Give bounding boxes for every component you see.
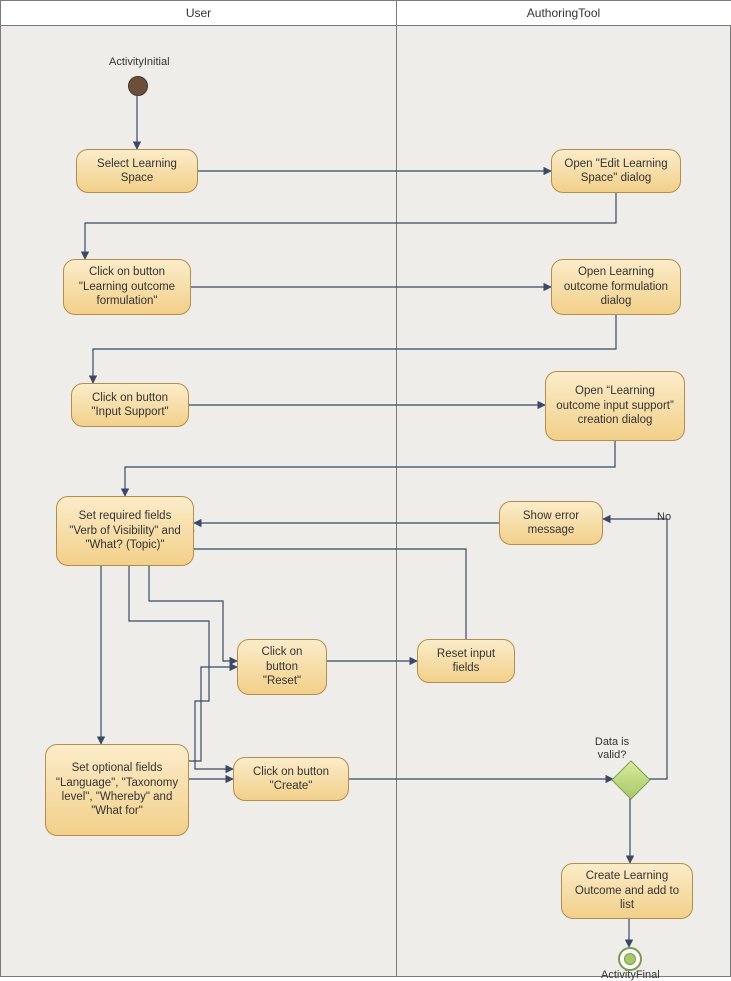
final-node bbox=[618, 947, 642, 971]
lane-divider bbox=[396, 1, 397, 976]
activity-n13: Create Learning Outcome and add to list bbox=[561, 863, 693, 919]
activity-n9: Click on button "Reset" bbox=[237, 639, 327, 695]
final-inner bbox=[624, 953, 636, 965]
activity-n8: Show error message bbox=[499, 501, 603, 545]
decision-label: Data is valid? bbox=[587, 736, 637, 761]
initial-node bbox=[128, 76, 148, 96]
lane-header-user: User bbox=[1, 1, 397, 26]
decision-no-label: No bbox=[657, 511, 671, 523]
activity-n10: Reset input fields bbox=[417, 639, 515, 683]
activity-n2: Open "Edit Learning Space" dialog bbox=[551, 149, 681, 193]
activity-diagram: User AuthoringTool ActivityInitial bbox=[0, 0, 731, 977]
activity-n6: Open “Learning outcome input support” cr… bbox=[545, 371, 685, 441]
activity-n3: Click on button "Learning outcome formul… bbox=[63, 259, 191, 315]
activity-n12: Click on button "Create" bbox=[233, 757, 349, 801]
activity-n11: Set optional fields "Language", "Taxonom… bbox=[45, 744, 189, 836]
activity-n1: Select Learning Space bbox=[76, 149, 198, 193]
activity-n4: Open Learning outcome formulation dialog bbox=[551, 259, 681, 315]
lane-label-user: User bbox=[186, 6, 211, 20]
final-label: ActivityFinal bbox=[601, 969, 660, 981]
initial-label: ActivityInitial bbox=[109, 56, 170, 68]
activity-n5: Click on button "Input Support" bbox=[71, 383, 189, 427]
activity-n7: Set required fields "Verb of Visibility"… bbox=[56, 496, 194, 566]
lane-label-tool: AuthoringTool bbox=[527, 6, 600, 20]
lane-header-tool: AuthoringTool bbox=[396, 1, 731, 26]
decision-node bbox=[611, 760, 651, 800]
